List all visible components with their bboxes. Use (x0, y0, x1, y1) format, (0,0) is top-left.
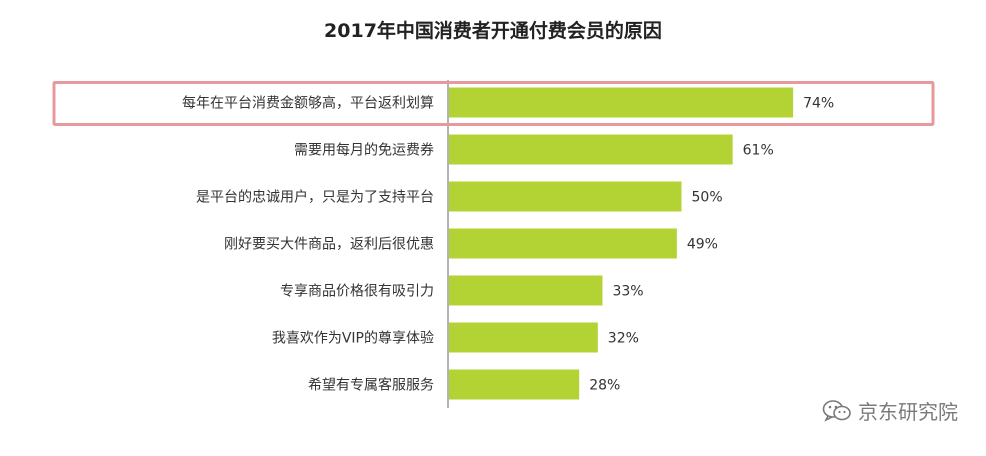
category-label-4: 刚好要买大件商品，返利后很优惠 (224, 237, 434, 253)
bar-3 (449, 181, 682, 212)
category-label-3: 是平台的忠诚用户，只是为了支持平台 (196, 189, 434, 206)
category-label-5: 专享商品价格很有吸引力 (280, 283, 434, 300)
highlight-frame (52, 81, 935, 126)
bar-5 (449, 275, 603, 306)
bar-4 (449, 228, 677, 259)
category-label-2: 需要用每月的免运费券 (294, 143, 434, 159)
data-label-4: 49% (687, 237, 718, 253)
bar-2 (449, 134, 733, 165)
data-label-5: 33% (612, 284, 643, 300)
bars-layer: 每年在平台消费金额够高，平台返利划算 74% 需要用每月的免运费券 61% 是平台的忠诚… (52, 80, 935, 408)
category-label-1: 每年在平台消费金额够高，平台返利划算 (182, 95, 434, 112)
data-label-1: 74% (803, 96, 834, 112)
data-label-3: 50% (692, 190, 723, 206)
bar-7 (449, 369, 580, 400)
wechat-icon (822, 399, 851, 422)
data-label-6: 32% (608, 331, 639, 347)
category-label-7: 希望有专属客服服务 (308, 377, 434, 394)
data-label-2: 61% (743, 143, 774, 159)
chart-title: 2017年中国消费者开通付费会员的原因 (324, 20, 662, 42)
category-label-6: 我喜欢作为VIP的尊享体验 (272, 330, 434, 347)
data-label-7: 28% (589, 378, 620, 394)
bar-1 (449, 87, 794, 118)
bar-6 (449, 322, 598, 353)
watermark: 京东研究院 (822, 396, 958, 425)
watermark-text: 京东研究院 (858, 400, 958, 424)
